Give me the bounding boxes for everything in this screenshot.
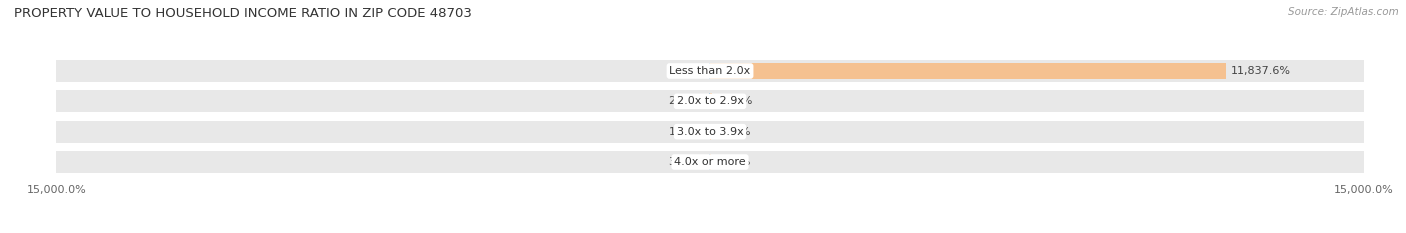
Text: 11.2%: 11.2% [716, 157, 751, 167]
Text: 3.0x to 3.9x: 3.0x to 3.9x [676, 127, 744, 137]
Bar [709, 154, 710, 170]
Text: 24.4%: 24.4% [668, 96, 704, 106]
Text: 11,837.6%: 11,837.6% [1232, 66, 1291, 76]
Text: 2.0x to 2.9x: 2.0x to 2.9x [676, 96, 744, 106]
Bar [710, 93, 713, 109]
Bar [56, 90, 1364, 112]
Text: 29.5%: 29.5% [668, 66, 703, 76]
Text: 51.8%: 51.8% [717, 96, 752, 106]
Text: PROPERTY VALUE TO HOUSEHOLD INCOME RATIO IN ZIP CODE 48703: PROPERTY VALUE TO HOUSEHOLD INCOME RATIO… [14, 7, 472, 20]
Bar [56, 60, 1364, 82]
Text: 4.0x or more: 4.0x or more [675, 157, 745, 167]
Bar [56, 151, 1364, 173]
Bar [710, 63, 1226, 79]
Text: 17.2%: 17.2% [716, 127, 752, 137]
Text: 10.0%: 10.0% [669, 127, 704, 137]
Text: Less than 2.0x: Less than 2.0x [669, 66, 751, 76]
Bar [56, 121, 1364, 143]
Text: 34.9%: 34.9% [668, 157, 703, 167]
Text: Source: ZipAtlas.com: Source: ZipAtlas.com [1288, 7, 1399, 17]
